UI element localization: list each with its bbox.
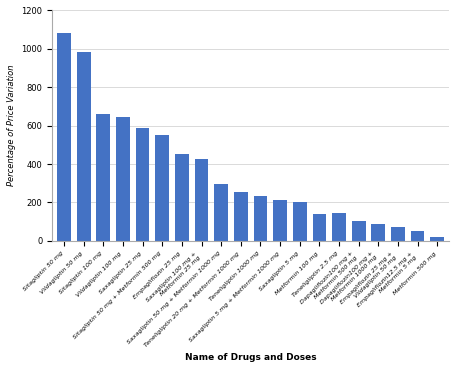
Bar [292,203,306,241]
Bar [57,34,71,241]
Bar [390,227,404,241]
Bar [155,135,169,241]
Bar [175,155,188,241]
Bar [96,114,110,241]
Bar [214,184,228,241]
Bar [116,117,130,241]
Bar [194,159,208,241]
Bar [273,200,286,241]
Bar [371,224,384,241]
Bar [312,214,326,241]
Bar [76,52,91,241]
Bar [410,231,424,241]
Y-axis label: Percentage of Price Variation: Percentage of Price Variation [7,65,16,186]
Bar [253,196,267,241]
Bar [331,213,345,241]
X-axis label: Name of Drugs and Doses: Name of Drugs and Doses [184,353,316,362]
Bar [136,128,149,241]
Bar [351,221,365,241]
Bar [430,237,443,241]
Bar [233,192,247,241]
